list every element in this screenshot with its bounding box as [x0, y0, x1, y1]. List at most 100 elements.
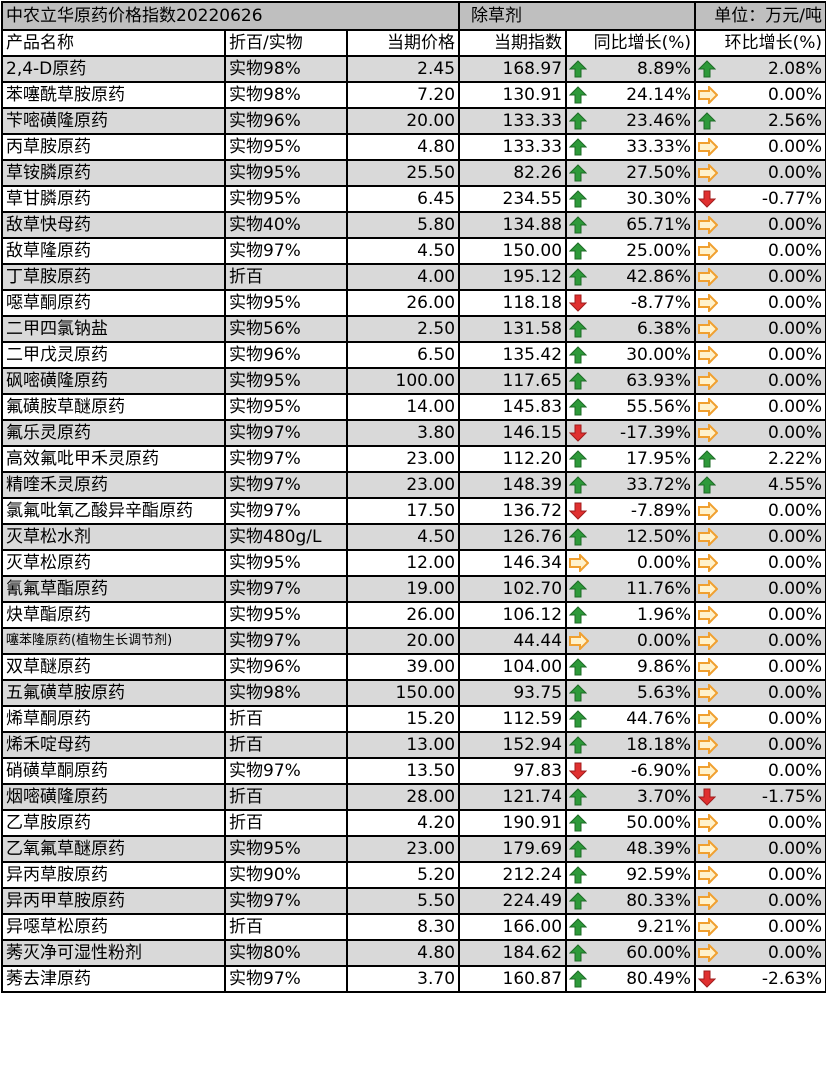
right-arrow-icon: [698, 606, 719, 624]
down-arrow-icon: [698, 970, 717, 988]
current-index: 134.88: [458, 211, 568, 239]
mom-cell: 0.00%: [694, 757, 826, 785]
table-row: 硝磺草酮原药 实物97% 13.50 97.83 -6.90% 0.00%: [1, 757, 826, 785]
current-index: 82.26: [458, 159, 568, 187]
down-arrow-icon: [569, 294, 588, 312]
yoy-cell: 11.76%: [565, 575, 697, 603]
table-row: 乙氧氟草醚原药 实物95% 23.00 179.69 48.39% 0.00%: [1, 835, 826, 863]
current-index: 133.33: [458, 107, 568, 135]
table-row: 异丙草胺原药 实物90% 5.20 212.24 92.59% 0.00%: [1, 861, 826, 889]
table-row: 氰氟草酯原药 实物97% 19.00 102.70 11.76% 0.00%: [1, 575, 826, 603]
up-arrow-icon: [569, 866, 588, 884]
product-type: 实物96%: [224, 341, 348, 369]
yoy-cell: 0.00%: [565, 549, 697, 577]
yoy-cell: 44.76%: [565, 705, 697, 733]
up-arrow-icon: [569, 710, 588, 728]
table-row: 异噁草松原药 折百 8.30 166.00 9.21% 0.00%: [1, 913, 826, 941]
up-arrow-icon: [569, 398, 588, 416]
product-type: 实物97%: [224, 237, 348, 265]
yoy-cell: 8.89%: [565, 55, 697, 83]
table-row: 氟乐灵原药 实物97% 3.80 146.15 -17.39% 0.00%: [1, 419, 826, 447]
yoy-value: 44.76%: [626, 709, 692, 729]
unit-label: 单位：万元/吨: [695, 1, 826, 31]
product-name: 五氟磺草胺原药: [1, 679, 226, 707]
mom-value: -0.77%: [761, 189, 823, 209]
table-row: 丁草胺原药 折百 4.00 195.12 42.86% 0.00%: [1, 263, 826, 291]
yoy-value: 60.00%: [626, 943, 692, 963]
yoy-cell: 42.86%: [565, 263, 697, 291]
product-name: 异丙草胺原药: [1, 861, 226, 889]
current-price: 13.00: [345, 731, 461, 759]
mom-cell: 0.00%: [694, 601, 826, 629]
right-arrow-icon: [698, 840, 719, 858]
mom-cell: 0.00%: [694, 393, 826, 421]
yoy-value: 80.49%: [626, 969, 692, 989]
yoy-cell: 30.30%: [565, 185, 697, 213]
yoy-value: 9.86%: [637, 657, 692, 677]
yoy-cell: 24.14%: [565, 81, 697, 109]
yoy-value: 5.63%: [637, 683, 692, 703]
product-type: 实物95%: [224, 185, 348, 213]
product-type: 实物97%: [224, 887, 348, 915]
mom-cell: 0.00%: [694, 809, 826, 837]
product-name: 氟乐灵原药: [1, 419, 226, 447]
yoy-cell: 92.59%: [565, 861, 697, 889]
up-arrow-icon: [569, 918, 588, 936]
current-price: 6.45: [345, 185, 461, 213]
table-row: 草甘膦原药 实物95% 6.45 234.55 30.30% -0.77%: [1, 185, 826, 213]
up-arrow-icon: [569, 216, 588, 234]
current-price: 150.00: [345, 679, 461, 707]
yoy-value: 1.96%: [637, 605, 692, 625]
product-type: 折百: [224, 705, 348, 733]
right-arrow-icon: [698, 502, 719, 520]
current-index: 146.15: [458, 419, 568, 447]
mom-value: 0.00%: [768, 917, 823, 937]
product-name: 莠灭净可湿性粉剂: [1, 939, 226, 967]
right-arrow-icon: [698, 138, 719, 156]
mom-value: 0.00%: [768, 293, 823, 313]
up-arrow-icon: [569, 190, 588, 208]
product-name: 丁草胺原药: [1, 263, 226, 291]
product-name: 乙氧氟草醚原药: [1, 835, 226, 863]
up-arrow-icon: [569, 164, 588, 182]
yoy-value: -8.77%: [630, 293, 692, 313]
yoy-value: 30.00%: [626, 345, 692, 365]
yoy-value: 8.89%: [637, 59, 692, 79]
current-price: 15.20: [345, 705, 461, 733]
product-name: 烯草酮原药: [1, 705, 226, 733]
table-row: 异丙甲草胺原药 实物97% 5.50 224.49 80.33% 0.00%: [1, 887, 826, 915]
mom-cell: 0.00%: [694, 575, 826, 603]
product-name: 噁草酮原药: [1, 289, 226, 317]
up-arrow-icon: [569, 450, 588, 468]
down-arrow-icon: [569, 762, 588, 780]
up-arrow-icon: [569, 112, 588, 130]
yoy-value: -7.89%: [630, 501, 692, 521]
yoy-value: 92.59%: [626, 865, 692, 885]
up-arrow-icon: [569, 788, 588, 806]
current-index: 104.00: [458, 653, 568, 681]
mom-cell: 0.00%: [694, 913, 826, 941]
product-name: 2,4-D原药: [1, 55, 226, 83]
product-type: 实物80%: [224, 939, 348, 967]
current-index: 102.70: [458, 575, 568, 603]
mom-cell: 0.00%: [694, 81, 826, 109]
mom-value: 0.00%: [768, 735, 823, 755]
product-name: 二甲戊灵原药: [1, 341, 226, 369]
current-price: 39.00: [345, 653, 461, 681]
mom-value: 0.00%: [768, 241, 823, 261]
mom-value: -2.63%: [761, 969, 823, 989]
up-arrow-icon: [569, 60, 588, 78]
table-row: 灭草松原药 实物95% 12.00 146.34 0.00% 0.00%: [1, 549, 826, 577]
yoy-cell: 6.38%: [565, 315, 697, 343]
mom-value: 0.00%: [768, 527, 823, 547]
yoy-value: 11.76%: [626, 579, 692, 599]
up-arrow-icon: [569, 970, 588, 988]
current-price: 23.00: [345, 471, 461, 499]
up-arrow-icon: [569, 528, 588, 546]
down-arrow-icon: [698, 788, 717, 806]
mom-cell: -2.63%: [694, 965, 826, 993]
product-type: 实物97%: [224, 575, 348, 603]
current-index: 190.91: [458, 809, 568, 837]
product-type: 实物97%: [224, 419, 348, 447]
product-name: 烯禾啶母药: [1, 731, 226, 759]
